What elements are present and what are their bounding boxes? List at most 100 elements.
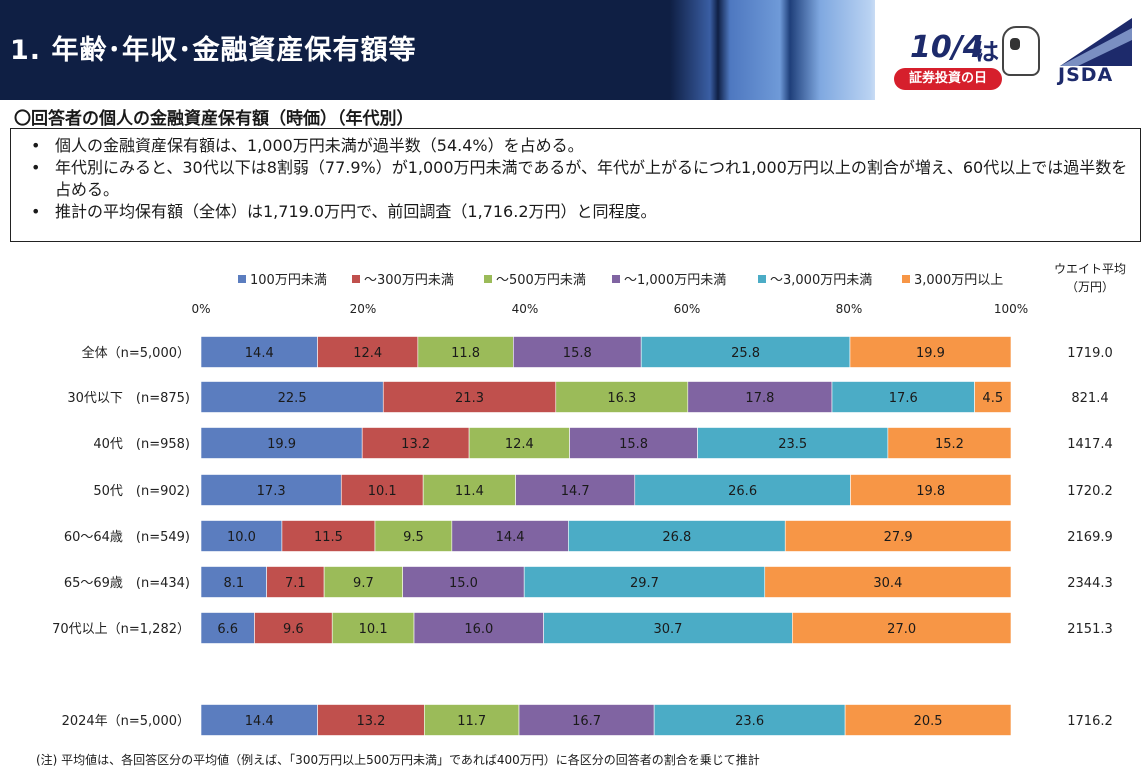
avg-column-title: ウエイト平均: [1053, 262, 1126, 276]
bar-value-label: 22.5: [278, 391, 307, 406]
bar-segment: [200, 427, 363, 459]
bar-value-label: 13.2: [356, 714, 385, 729]
row-label: 60～64歳 (n=549): [64, 530, 190, 545]
bar-value-label: 12.4: [353, 346, 382, 361]
legend-label: ～500万円未満: [496, 273, 586, 288]
bar-segment: [784, 520, 1012, 552]
row-average-value: 1719.0: [1067, 346, 1113, 361]
bar-segment: [317, 336, 419, 368]
legend-label: ～3,000万円未満: [770, 273, 872, 288]
bar-value-label: 10.0: [227, 530, 256, 545]
bar-segment: [764, 566, 1012, 598]
bar-value-label: 17.8: [745, 391, 774, 406]
bar-value-label: 11.5: [314, 530, 343, 545]
bar-value-label: 20.5: [914, 714, 943, 729]
logo-wa: は: [975, 38, 999, 66]
summary-point: 年代別にみると、30代以下は8割弱（77.9%）が1,000万円未満であるが、年…: [11, 157, 1140, 201]
bar-segment: [417, 336, 514, 368]
bar-segment: [974, 381, 1012, 413]
bar-segment: [640, 336, 851, 368]
summary-point: 個人の金融資産保有額は、1,000万円未満が過半数（54.4%）を占める。: [11, 135, 1140, 157]
row-average-value: 2169.9: [1067, 530, 1113, 545]
legend-swatch: [758, 275, 766, 283]
legend-swatch: [352, 275, 360, 283]
bar-segment: [697, 427, 889, 459]
axis-tick-label: 0%: [191, 302, 210, 316]
bar-value-label: 7.1: [285, 576, 306, 591]
bar-segment: [200, 336, 318, 368]
summary-point: 推計の平均保有額（全体）は1,719.0万円で、前回調査（1,716.2万円）と…: [11, 201, 1140, 223]
bar-value-label: 6.6: [217, 622, 238, 637]
bar-segment: [422, 474, 516, 506]
bar-segment: [515, 474, 636, 506]
bar-value-label: 27.0: [887, 622, 916, 637]
cow-mascot-icon: [1002, 26, 1040, 76]
row-label: 65～69歳 (n=434): [64, 576, 190, 591]
bar-value-label: 17.6: [889, 391, 918, 406]
bar-value-label: 14.4: [245, 346, 274, 361]
bar-segment: [687, 381, 833, 413]
bar-segment: [569, 427, 698, 459]
row-label: 30代以下 (n=875): [67, 391, 190, 406]
bar-value-label: 23.5: [778, 437, 807, 452]
logo-event-badge: 証券投資の日: [894, 68, 1002, 90]
bar-value-label: 13.2: [401, 437, 430, 452]
bar-segment: [831, 381, 975, 413]
legend-swatch: [902, 275, 910, 283]
bar-segment: [653, 704, 846, 736]
bar-value-label: 15.0: [449, 576, 478, 591]
bar-value-label: 30.7: [653, 622, 682, 637]
bar-value-label: 23.6: [735, 714, 764, 729]
bar-value-label: 9.6: [283, 622, 304, 637]
bar-segment: [402, 566, 525, 598]
bar-segment: [468, 427, 570, 459]
bar-value-label: 19.9: [916, 346, 945, 361]
legend-swatch: [484, 275, 492, 283]
bar-segment: [200, 381, 384, 413]
bar-segment: [413, 612, 544, 644]
footnote: (注) 平均値は、各回答区分の平均値（例えば、「300万円以上500万円未満」で…: [36, 753, 760, 767]
bar-value-label: 25.8: [731, 346, 760, 361]
bar-segment: [451, 520, 569, 552]
bar-value-label: 16.3: [607, 391, 636, 406]
row-label: 40代 (n=958): [93, 437, 190, 452]
row-label: 2024年（n=5,000）: [62, 714, 190, 729]
avg-column-header: ウエイト平均 （万円）: [1050, 260, 1130, 296]
bar-value-label: 11.7: [457, 714, 486, 729]
bar-value-label: 10.1: [359, 622, 388, 637]
bar-segment: [254, 612, 333, 644]
bar-value-label: 8.1: [223, 576, 244, 591]
axis-tick-label: 20%: [350, 302, 377, 316]
row-average-value: 821.4: [1071, 391, 1108, 406]
axis-tick-label: 80%: [836, 302, 863, 316]
legend-label: 3,000万円以上: [914, 273, 1003, 288]
row-label: 全体（n=5,000）: [82, 345, 190, 361]
bar-value-label: 27.9: [884, 530, 913, 545]
bar-value-label: 29.7: [630, 576, 659, 591]
row-average-value: 1716.2: [1067, 714, 1113, 729]
bar-value-label: 21.3: [455, 391, 484, 406]
bar-segment: [518, 704, 655, 736]
bar-segment: [200, 704, 318, 736]
investment-day-logo: 10/4 は 証券投資の日: [890, 20, 1040, 92]
bar-value-label: 15.2: [935, 437, 964, 452]
row-average-value: 2344.3: [1067, 576, 1113, 591]
bar-segment: [887, 427, 1012, 459]
bar-segment: [331, 612, 415, 644]
bar-value-label: 9.7: [353, 576, 374, 591]
bar-value-label: 19.9: [267, 437, 296, 452]
legend-label: ～300万円未満: [364, 273, 454, 288]
bar-value-label: 19.8: [916, 484, 945, 499]
legend-swatch: [238, 275, 246, 283]
bar-segment: [568, 520, 786, 552]
bar-value-label: 11.8: [451, 346, 480, 361]
bar-value-label: 16.0: [464, 622, 493, 637]
jsda-logo-icon: [1060, 18, 1132, 66]
bar-segment: [850, 474, 1012, 506]
axis-tick-label: 60%: [674, 302, 701, 316]
header-decoration: [670, 0, 875, 100]
bar-value-label: 26.6: [728, 484, 757, 499]
row-average-value: 1720.2: [1067, 484, 1113, 499]
bar-segment: [382, 381, 557, 413]
row-average-value: 2151.3: [1067, 622, 1113, 637]
